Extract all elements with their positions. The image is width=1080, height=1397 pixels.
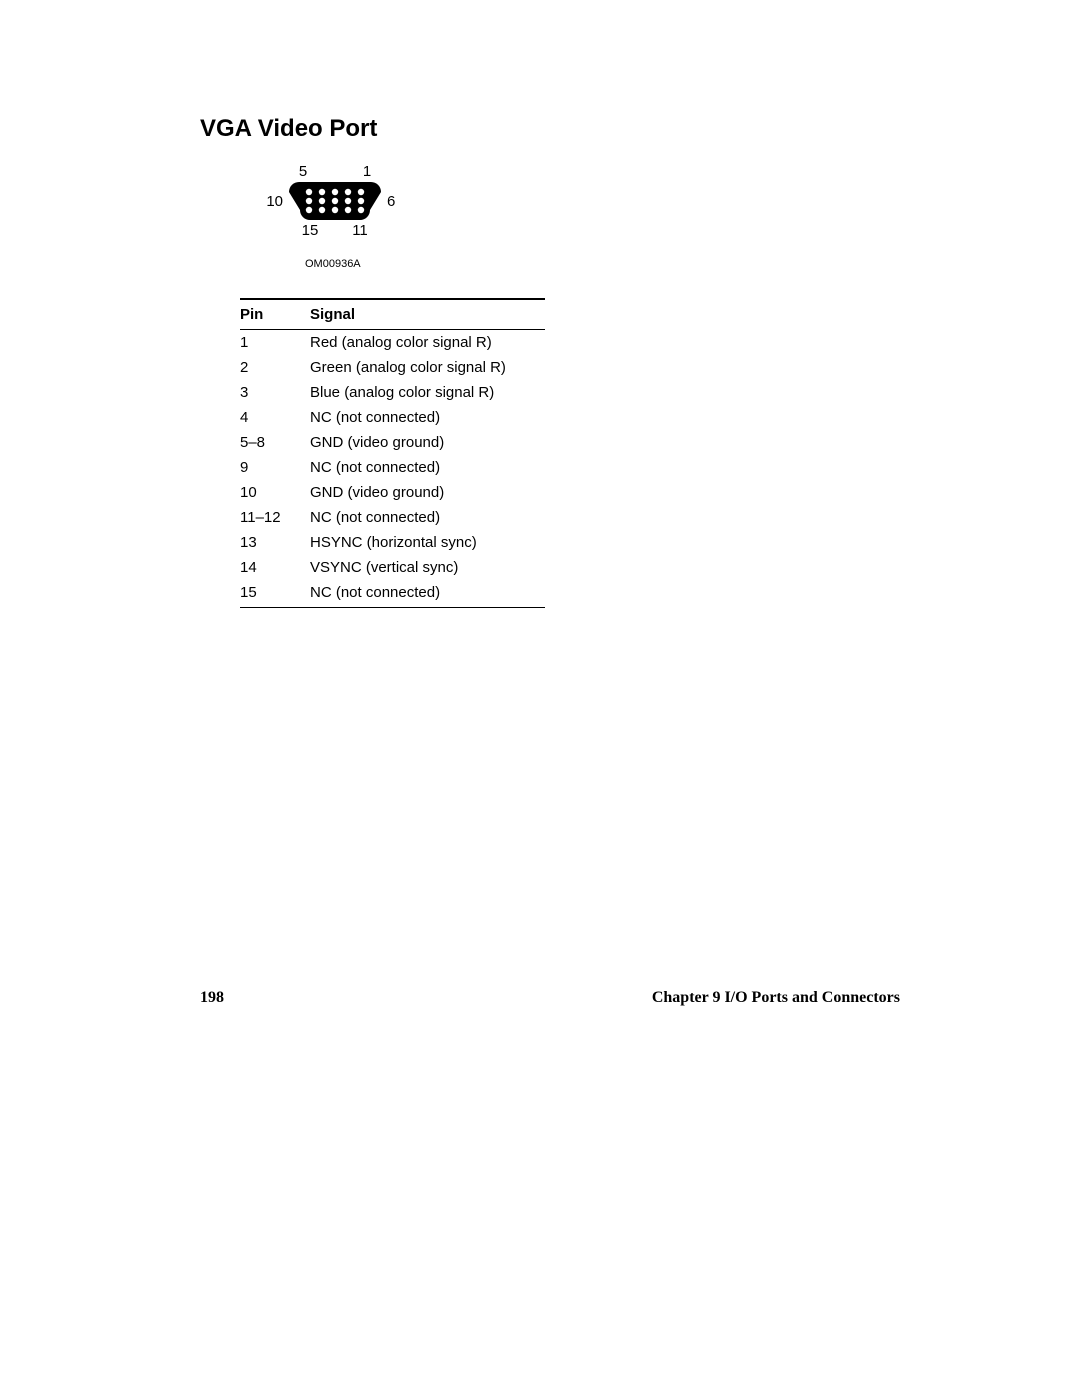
pin-cell: 1 xyxy=(240,330,310,356)
signal-cell: NC (not connected) xyxy=(310,580,545,608)
svg-text:15: 15 xyxy=(302,222,319,239)
pin-cell: 4 xyxy=(240,405,310,430)
pin-cell: 3 xyxy=(240,380,310,405)
pin-cell: 9 xyxy=(240,455,310,480)
chapter-label: Chapter 9 I/O Ports and Connectors xyxy=(652,989,900,1007)
table-row: 10GND (video ground) xyxy=(240,480,545,505)
pin-cell: 14 xyxy=(240,555,310,580)
svg-text:10: 10 xyxy=(266,193,283,210)
signal-cell: NC (not connected) xyxy=(310,405,545,430)
table-row: 14VSYNC (vertical sync) xyxy=(240,555,545,580)
table-row: 5–8GND (video ground) xyxy=(240,430,545,455)
table-row: 13HSYNC (horizontal sync) xyxy=(240,530,545,555)
table-row: 11–12NC (not connected) xyxy=(240,505,545,530)
page-footer: 198 Chapter 9 I/O Ports and Connectors xyxy=(200,989,900,1007)
vga-connector-diagram: 5 1 10 6 15 11 xyxy=(250,161,900,246)
signal-cell: VSYNC (vertical sync) xyxy=(310,555,545,580)
table-row: 4NC (not connected) xyxy=(240,405,545,430)
svg-text:1: 1 xyxy=(363,163,371,180)
svg-text:5: 5 xyxy=(299,163,307,180)
signal-cell: NC (not connected) xyxy=(310,455,545,480)
pin-cell: 2 xyxy=(240,355,310,380)
table-header-signal: Signal xyxy=(310,299,545,330)
table-row: 9NC (not connected) xyxy=(240,455,545,480)
signal-cell: Blue (analog color signal R) xyxy=(310,380,545,405)
pin-cell: 13 xyxy=(240,530,310,555)
table-row: 2Green (analog color signal R) xyxy=(240,355,545,380)
signal-cell: Green (analog color signal R) xyxy=(310,355,545,380)
page-number: 198 xyxy=(200,989,224,1007)
signal-cell: NC (not connected) xyxy=(310,505,545,530)
pin-cell: 11–12 xyxy=(240,505,310,530)
table-row: 1Red (analog color signal R) xyxy=(240,330,545,356)
signal-cell: GND (video ground) xyxy=(310,480,545,505)
svg-text:11: 11 xyxy=(352,222,368,239)
svg-text:6: 6 xyxy=(387,193,395,210)
signal-cell: Red (analog color signal R) xyxy=(310,330,545,356)
section-title: VGA Video Port xyxy=(200,115,900,143)
table-header-pin: Pin xyxy=(240,299,310,330)
pin-signal-table: Pin Signal 1Red (analog color signal R)2… xyxy=(240,298,545,608)
table-row: 3Blue (analog color signal R) xyxy=(240,380,545,405)
pin-cell: 15 xyxy=(240,580,310,608)
pin-cell: 5–8 xyxy=(240,430,310,455)
signal-cell: GND (video ground) xyxy=(310,430,545,455)
table-row: 15NC (not connected) xyxy=(240,580,545,608)
diagram-code: OM00936A xyxy=(305,258,900,270)
pin-cell: 10 xyxy=(240,480,310,505)
signal-cell: HSYNC (horizontal sync) xyxy=(310,530,545,555)
